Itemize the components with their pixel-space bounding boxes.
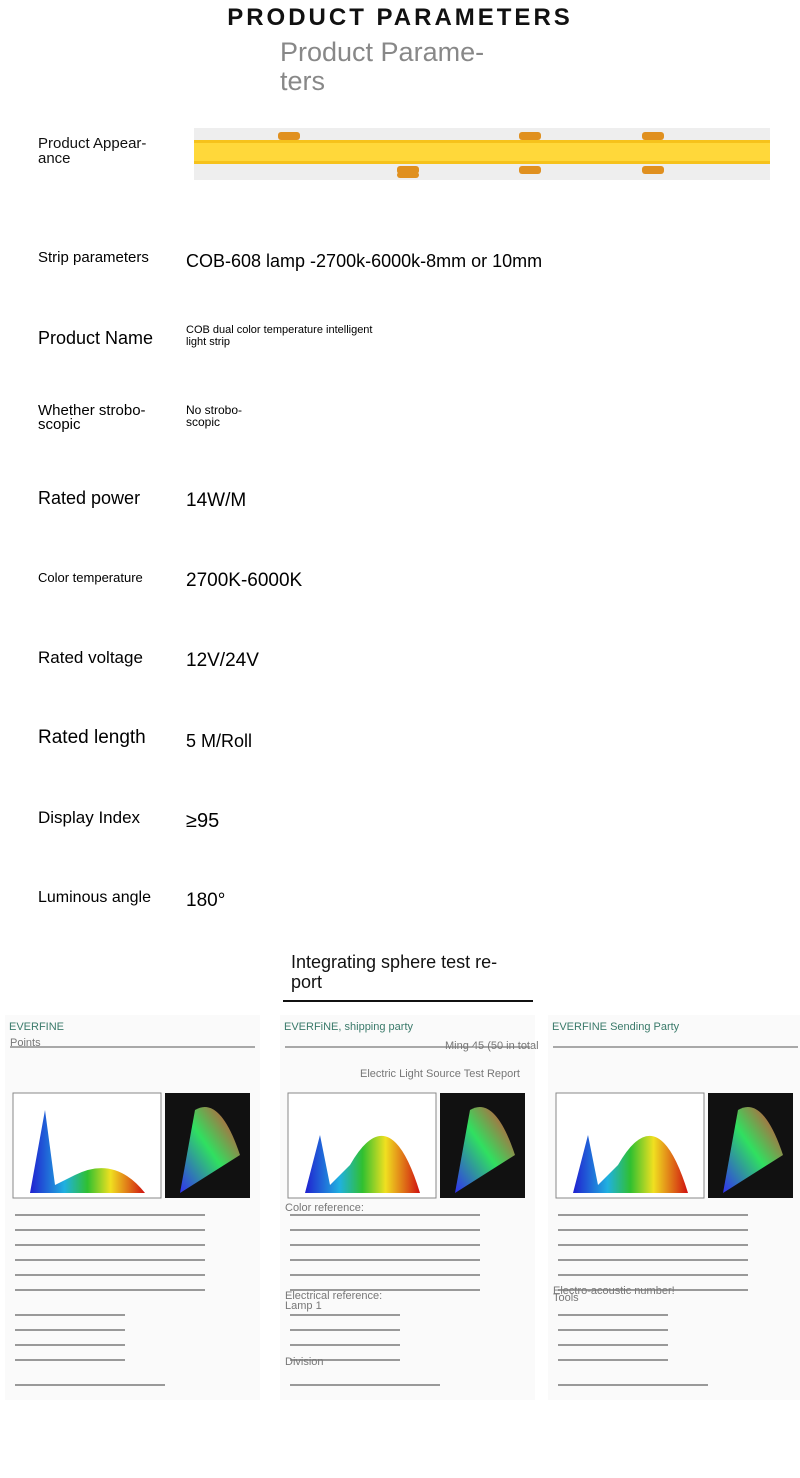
text-line: Luminous angle <box>38 889 151 906</box>
param-label: Rated length <box>38 727 146 748</box>
page-title: PRODUCT PARAMETERS <box>227 4 573 31</box>
report-note: Color reference: <box>285 1202 364 1214</box>
divider <box>283 1000 533 1002</box>
report-note: Lamp 1 <box>285 1300 322 1312</box>
text-line: scopic <box>186 415 221 429</box>
report-brand: EVERFINE <box>9 1021 65 1033</box>
text-line: Rated length <box>38 727 146 748</box>
text-line: Product Parame- <box>280 37 485 67</box>
report-brand: EVERFINE Sending Party <box>552 1021 680 1033</box>
report-note: Division <box>285 1356 324 1368</box>
text-line: ≥95 <box>186 810 220 832</box>
param-value: ≥95 <box>186 811 219 831</box>
param-label: Luminous angle <box>38 889 151 906</box>
text-line: port <box>291 972 323 992</box>
report-graphics <box>10 1046 255 1386</box>
param-value: COB dual color temperature intelligent li… <box>186 324 372 348</box>
text-line: 5 M/Roll <box>186 731 253 751</box>
param-label: Color temperature <box>38 571 143 585</box>
param-value: 5 M/Roll <box>186 731 252 751</box>
param-label: Product Name <box>38 328 154 348</box>
text-line: 2700K-6000K <box>186 570 303 591</box>
text-line: Product Name <box>38 328 154 348</box>
param-label: Rated power <box>38 488 141 508</box>
label: Product Appear-ance <box>38 136 146 166</box>
text-line: Integrating sphere test re- <box>291 952 498 972</box>
report-note: Tools <box>553 1292 579 1304</box>
text-line: Rated voltage <box>38 648 143 667</box>
report-card <box>548 1015 800 1400</box>
param-value: No strobo-scopic <box>186 404 242 428</box>
text-line: 12V/24V <box>186 650 259 671</box>
text-line: Display Index <box>38 808 141 827</box>
text-line: Rated power <box>38 488 141 508</box>
param-value: 2700K-6000K <box>186 571 302 591</box>
text-line: COB dual color temperature intelligent <box>186 324 373 336</box>
text-line: Color temperature <box>38 570 143 585</box>
text-line: COB-608 lamp -2700k-6000k-8mm or 10mm <box>186 251 543 271</box>
report-card <box>280 1015 535 1400</box>
report-note: Electric Light Source Test Report <box>360 1068 520 1080</box>
report-graphics <box>553 1046 798 1386</box>
text-line: scopic <box>38 416 81 433</box>
report-note: Points <box>10 1037 41 1049</box>
param-label: Display Index <box>38 808 141 827</box>
param-value: 12V/24V <box>186 651 259 671</box>
report-graphics <box>285 1046 530 1386</box>
report-brand: EVERFiNE, shipping party <box>284 1021 413 1033</box>
report-note: Electro-acoustic number! <box>553 1285 675 1297</box>
param-value: 180° <box>186 891 225 911</box>
text-line: Product Appear- <box>38 135 147 152</box>
param-value: 14W/M <box>186 491 246 511</box>
text-line: light strip <box>186 336 231 348</box>
report-title: Integrating sphere test re-port <box>291 952 497 992</box>
report-note: Ming 45 (50 in total <box>445 1040 539 1052</box>
param-label: Strip parameters <box>38 249 149 266</box>
text-line: 180° <box>186 890 226 911</box>
text-line: ance <box>38 150 71 167</box>
subtitle: Product Parame-ters <box>280 38 484 96</box>
text-line: Whether strobo- <box>38 402 146 419</box>
report-note: Electrical reference: <box>285 1290 383 1302</box>
text-line: No strobo- <box>186 403 243 417</box>
strip-image <box>194 128 770 180</box>
text-line: Strip parameters <box>38 249 149 266</box>
report-card <box>5 1015 260 1400</box>
param-label: Rated voltage <box>38 648 143 667</box>
param-label: Whether strobo-scopic <box>38 402 146 433</box>
text-line: ters <box>280 66 326 96</box>
param-value: COB-608 lamp -2700k-6000k-8mm or 10mm <box>186 251 542 271</box>
text-line: 14W/M <box>186 490 247 511</box>
